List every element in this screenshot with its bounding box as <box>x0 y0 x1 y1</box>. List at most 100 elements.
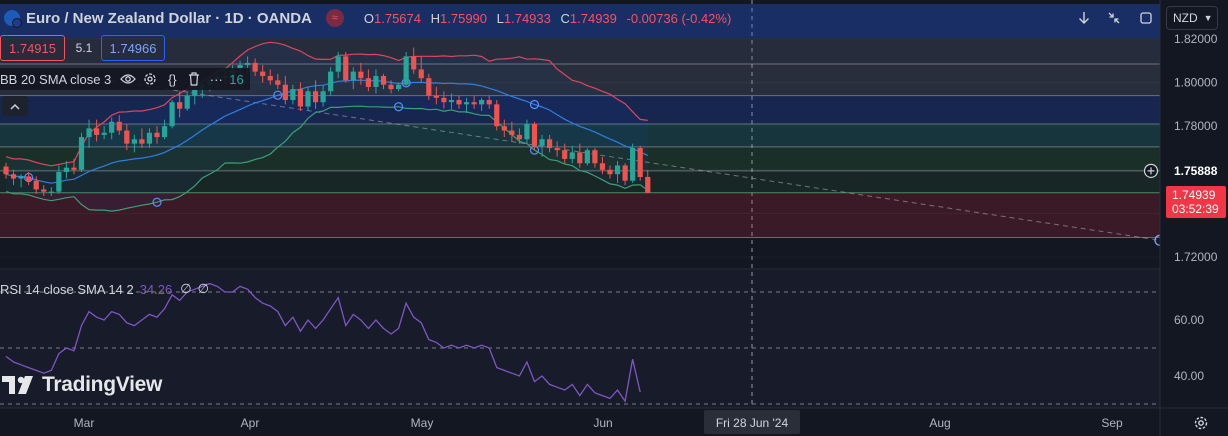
candle-body <box>645 176 651 193</box>
candle-body <box>131 139 137 144</box>
candle-body <box>275 80 281 85</box>
bb-anchor-point <box>273 90 283 100</box>
candle <box>41 185 47 196</box>
candle-body <box>320 91 326 103</box>
time-tick-label: May <box>411 416 434 430</box>
candle-body <box>328 71 334 92</box>
candlestick-series <box>3 47 651 196</box>
candle <box>335 52 341 79</box>
candle <box>109 117 115 140</box>
candle <box>433 86 439 105</box>
rsi-pane-background <box>0 270 1160 416</box>
buy-button[interactable]: 1.74966 <box>101 35 165 61</box>
arrow-down-icon[interactable] <box>1072 6 1096 30</box>
candle <box>71 158 77 175</box>
candle <box>426 73 432 100</box>
candle <box>290 84 296 105</box>
candle <box>146 128 153 148</box>
rsi-pane <box>5 282 641 403</box>
candle-body <box>305 91 311 107</box>
candle-body <box>184 95 190 109</box>
candle-body <box>71 167 77 170</box>
candle <box>297 82 304 111</box>
candle-body <box>501 126 507 131</box>
candle-body <box>56 172 62 192</box>
candle <box>599 156 606 175</box>
ohlc-change: -0.00736 (-0.42%) <box>626 10 732 26</box>
grid-lines <box>0 0 1160 410</box>
bb-legend-row[interactable]: BB 20 SMA close 3 {} ··· 16 <box>0 68 250 90</box>
candle <box>328 67 334 96</box>
settings-icon[interactable] <box>139 68 161 90</box>
crosshair-date-box <box>704 410 800 434</box>
source-code-icon[interactable]: {} <box>167 71 177 87</box>
rsi-legend-label[interactable]: RSI 14 close SMA 14 2 <box>0 281 134 297</box>
time-tick-label: Sep <box>1101 416 1123 430</box>
collapse-arrows-icon[interactable] <box>1102 6 1126 30</box>
candle-body <box>312 91 319 103</box>
time-tick-label: Aug <box>929 416 950 430</box>
candle <box>547 134 553 153</box>
candle-body <box>48 191 54 193</box>
time-tick-label: Apr <box>241 416 260 430</box>
rsi-legend-empty-1: ∅ <box>180 281 192 296</box>
candle <box>577 143 583 168</box>
currency-selector[interactable]: NZD ▼ <box>1166 6 1218 30</box>
bb-legend-label[interactable]: BB 20 SMA close 3 <box>0 71 112 87</box>
candle <box>562 143 568 164</box>
candle <box>131 134 137 153</box>
candle-body <box>282 84 288 100</box>
delete-icon[interactable] <box>183 68 205 90</box>
candle-body <box>41 189 47 192</box>
candle-body <box>3 166 9 175</box>
candle-body <box>388 84 394 90</box>
collapse-legend-chevron-up-icon[interactable] <box>2 96 28 116</box>
candle-body <box>554 148 560 151</box>
candle <box>411 47 417 74</box>
candle-body <box>396 84 402 90</box>
currency-label: NZD <box>1173 11 1198 25</box>
candle <box>101 126 107 140</box>
candle-body <box>124 130 130 144</box>
candle-body <box>343 56 349 81</box>
candle <box>267 69 273 85</box>
candle <box>177 91 183 118</box>
maximize-icon[interactable] <box>1134 6 1158 30</box>
time-axis-background <box>0 408 1160 436</box>
candle-body <box>358 71 364 79</box>
eye-icon[interactable] <box>117 68 139 90</box>
time-tick-label: Mar <box>74 416 95 430</box>
candle-body <box>516 134 522 140</box>
candle-body <box>169 102 175 127</box>
tradingview-logo[interactable]: TradingView <box>2 372 162 398</box>
time-tick-label: Jun <box>593 416 612 430</box>
candle-body <box>252 62 258 72</box>
gear-icon[interactable] <box>1190 412 1212 434</box>
candle-body <box>524 124 530 140</box>
candle <box>358 62 364 85</box>
candle-body <box>101 132 107 135</box>
candle <box>494 100 500 131</box>
candle-body <box>539 139 545 146</box>
price-axis-background <box>1160 0 1228 436</box>
candle-body <box>592 150 598 164</box>
candle-body <box>630 148 636 181</box>
candle-body <box>486 100 492 105</box>
symbol-title[interactable]: Euro / New Zealand Dollar · 1D · OANDA <box>26 9 312 27</box>
candle <box>479 97 485 111</box>
candle-body <box>448 100 455 103</box>
candle-body <box>577 152 583 164</box>
candle <box>124 124 130 151</box>
tradingview-logo-icon <box>2 376 36 394</box>
ohlc-low-key: L <box>496 10 504 26</box>
candle-body <box>562 150 568 159</box>
candle-body <box>494 104 500 127</box>
data-status-badge[interactable]: ≈ <box>325 9 344 27</box>
more-options-icon[interactable]: ··· <box>209 71 223 87</box>
candle-body <box>177 102 183 109</box>
candle <box>26 172 32 186</box>
candle-body <box>192 89 198 96</box>
sell-button[interactable]: 1.74915 <box>0 35 65 61</box>
rsi-legend-row[interactable]: RSI 14 close SMA 14 2 34.26 ∅ ∅ <box>0 279 209 299</box>
